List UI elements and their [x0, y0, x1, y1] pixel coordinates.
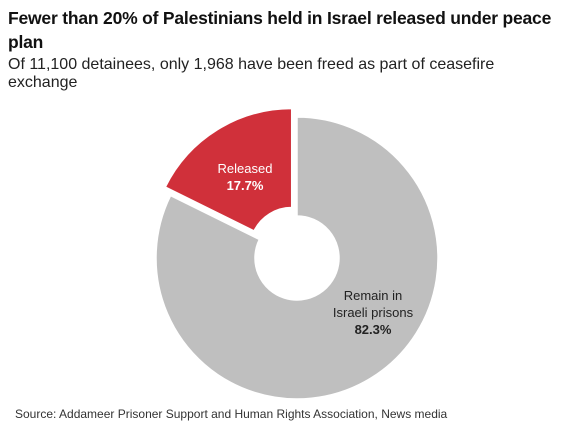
slice-label-released: Released [218, 161, 273, 176]
slice-value-remaining: 82.3% [355, 322, 392, 337]
donut-slice-released [164, 107, 293, 232]
chart-subtitle: Of 11,100 detainees, only 1,968 have bee… [8, 56, 495, 91]
source-note: Source: Addameer Prisoner Support and Hu… [15, 407, 448, 421]
chart-title: Fewer than 20% of Palestinians held in I… [8, 8, 552, 52]
donut-slice-remaining [155, 116, 439, 400]
slice-value-released: 17.7% [227, 178, 264, 193]
slice-label-remaining: Remain in Israeli prisons [333, 288, 414, 320]
